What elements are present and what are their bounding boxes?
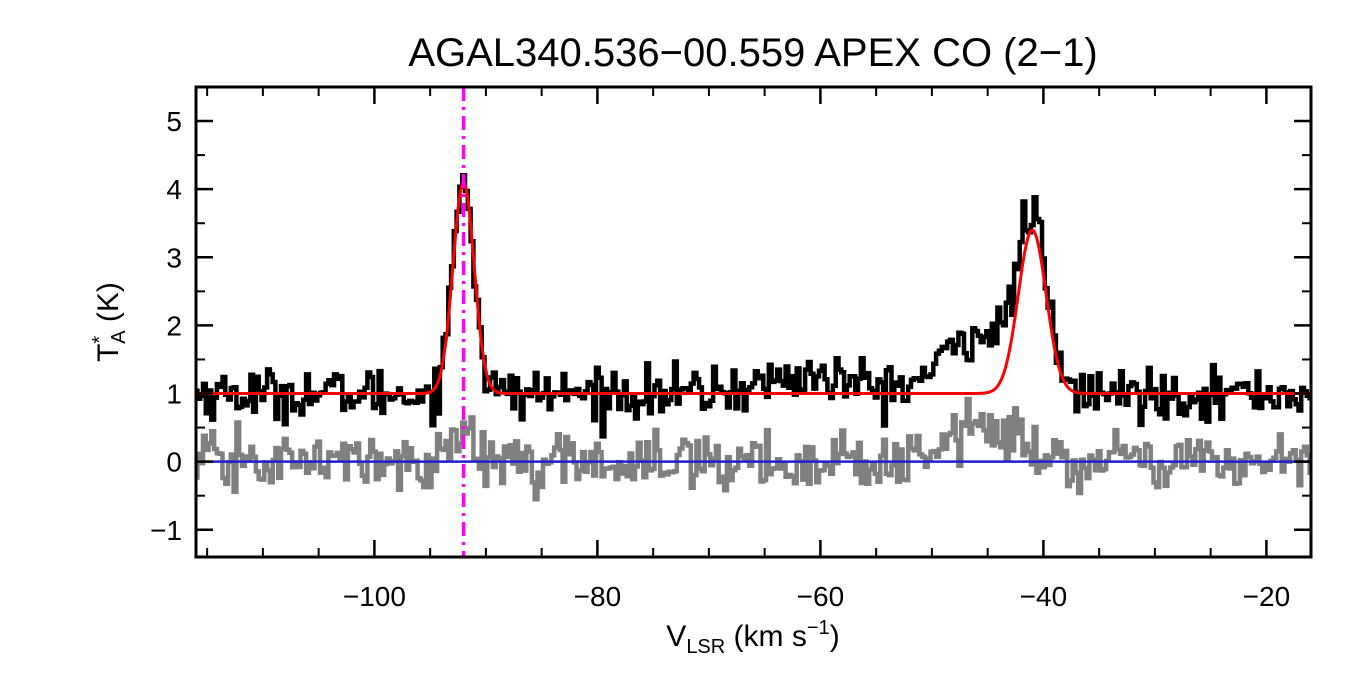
x-tick-label: −60 (797, 581, 845, 612)
plot-area (196, 87, 1311, 557)
residual-series (196, 396, 1311, 502)
y-tick-label: 1 (166, 379, 182, 410)
x-axis-label-close: ) (830, 620, 840, 653)
y-axis-label-sup: * (89, 336, 111, 344)
y-tick-label: 4 (166, 174, 182, 205)
observed_spectrum-series (196, 172, 1311, 439)
y-axis-label-units: (K) (92, 282, 125, 330)
plot-inner (196, 87, 1311, 557)
y-axis-label-sub: A (108, 330, 130, 344)
y-tick-label: 0 (166, 447, 182, 478)
x-axis-label: VLSR (km s−1) (666, 617, 839, 658)
x-axis-label-main: V (666, 620, 686, 653)
x-tick-label: −20 (1243, 581, 1291, 612)
gaussian_fit-curve (196, 180, 1311, 395)
x-axis-label-units: (km s (725, 620, 807, 653)
x-axis-label-sub: LSR (686, 636, 725, 658)
axis-ticks: −100 −80 −60 −40 −20 −1 0 1 2 3 4 5 (150, 86, 1311, 612)
plot-frame (194, 85, 1313, 559)
y-tick-label: 2 (166, 310, 182, 341)
chart-title: AGAL340.536−00.559 APEX CO (2−1) (408, 31, 1097, 75)
y-axis-label: T*A (K) (89, 282, 130, 362)
x-axis-label-sup: −1 (807, 617, 830, 639)
x-tick-label: −40 (1020, 581, 1068, 612)
x-tick-label: −80 (574, 581, 622, 612)
y-tick-label: −1 (150, 515, 182, 546)
y-axis-label-main: T (92, 344, 125, 362)
x-tick-label: −100 (343, 581, 406, 612)
y-tick-label: 3 (166, 242, 182, 273)
y-tick-label: 5 (166, 106, 182, 137)
